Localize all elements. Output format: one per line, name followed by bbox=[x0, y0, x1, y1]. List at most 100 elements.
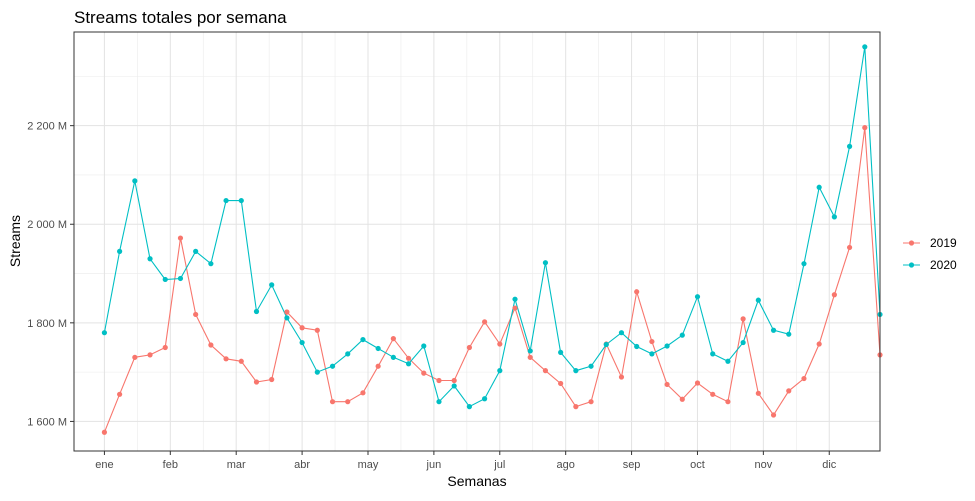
data-point-2019 bbox=[269, 376, 275, 383]
data-point-2020 bbox=[405, 361, 412, 367]
data-point-2020 bbox=[740, 339, 746, 346]
data-point-2020 bbox=[162, 276, 168, 283]
data-point-2019 bbox=[573, 404, 579, 410]
data-point-2019 bbox=[405, 355, 412, 361]
legend-marker-2019 bbox=[908, 240, 915, 246]
data-point-2020 bbox=[436, 399, 442, 405]
x-tick-label: nov bbox=[754, 459, 772, 471]
data-point-2019 bbox=[436, 377, 442, 384]
data-point-2019 bbox=[694, 380, 701, 386]
data-point-2019 bbox=[862, 125, 868, 131]
data-point-2020 bbox=[710, 351, 716, 357]
data-point-2019 bbox=[755, 390, 761, 396]
data-point-2020 bbox=[816, 184, 822, 190]
data-point-2020 bbox=[801, 261, 807, 267]
data-point-2020 bbox=[223, 197, 229, 204]
y-tick-label: 2 000 M bbox=[27, 219, 67, 231]
data-point-2020 bbox=[634, 343, 640, 350]
data-point-2020 bbox=[482, 396, 488, 402]
data-point-2020 bbox=[786, 331, 792, 337]
data-point-2020 bbox=[147, 256, 153, 262]
data-point-2019 bbox=[664, 381, 670, 388]
x-axis: ene feb mar abr may jun jul ago sep oct nov dic bbox=[95, 451, 837, 471]
y-tick-label: 1 600 M bbox=[27, 416, 67, 428]
data-point-2020 bbox=[846, 143, 853, 149]
data-point-2020 bbox=[208, 261, 214, 267]
series-lines bbox=[103, 46, 881, 433]
legend-marker-2020 bbox=[908, 262, 915, 268]
data-point-2019 bbox=[329, 399, 336, 405]
data-point-2020 bbox=[269, 282, 275, 288]
data-point-2019 bbox=[542, 368, 549, 374]
data-point-2020 bbox=[618, 330, 625, 336]
data-point-2020 bbox=[345, 351, 351, 357]
x-tick-label: oct bbox=[690, 459, 705, 471]
data-point-2020 bbox=[314, 369, 320, 375]
legend-label-2019: 2019 bbox=[930, 236, 957, 250]
data-point-2020 bbox=[329, 363, 336, 369]
data-point-2020 bbox=[421, 343, 427, 349]
data-point-2019 bbox=[375, 363, 381, 369]
data-point-2020 bbox=[284, 315, 290, 321]
data-point-2019 bbox=[117, 391, 123, 397]
data-point-2019 bbox=[101, 429, 108, 435]
data-point-2020 bbox=[360, 336, 366, 343]
data-point-2019 bbox=[831, 292, 837, 298]
data-point-2019 bbox=[421, 370, 427, 376]
x-tick-label: dic bbox=[822, 459, 837, 471]
data-point-2020 bbox=[253, 308, 260, 315]
data-point-2020 bbox=[497, 368, 503, 374]
series-points bbox=[101, 44, 883, 435]
data-point-2019 bbox=[512, 305, 518, 311]
data-point-2019 bbox=[345, 399, 351, 405]
x-tick-label: abr bbox=[294, 459, 310, 471]
data-point-2019 bbox=[786, 388, 792, 394]
y-tick-label: 1 800 M bbox=[27, 318, 67, 330]
x-tick-label: ene bbox=[95, 459, 113, 471]
data-point-2020 bbox=[694, 294, 701, 300]
data-point-2019 bbox=[679, 396, 685, 402]
data-point-2020 bbox=[193, 248, 199, 254]
data-point-2019 bbox=[770, 412, 777, 418]
x-tick-label: ago bbox=[556, 459, 574, 471]
data-point-2020 bbox=[542, 260, 549, 266]
data-point-2020 bbox=[451, 383, 457, 389]
data-point-2019 bbox=[208, 342, 214, 348]
x-tick-label: sep bbox=[623, 459, 641, 471]
data-point-2019 bbox=[816, 341, 822, 347]
data-point-2019 bbox=[314, 327, 320, 333]
grid-lines bbox=[74, 32, 880, 451]
data-point-2020 bbox=[390, 354, 396, 360]
x-tick-label: may bbox=[358, 459, 379, 471]
series-line-2019 bbox=[103, 127, 881, 433]
plot-panel bbox=[74, 32, 880, 451]
data-point-2019 bbox=[588, 399, 594, 405]
data-point-2019 bbox=[710, 391, 716, 397]
legend: 2019 2020 bbox=[903, 236, 957, 272]
data-point-2019 bbox=[740, 316, 746, 322]
data-point-2019 bbox=[162, 344, 168, 351]
data-point-2020 bbox=[588, 363, 594, 369]
data-point-2020 bbox=[117, 248, 123, 254]
data-point-2019 bbox=[284, 309, 290, 315]
data-point-2020 bbox=[177, 275, 184, 282]
data-point-2019 bbox=[482, 319, 488, 325]
data-point-2019 bbox=[801, 375, 807, 382]
data-point-2019 bbox=[299, 325, 305, 331]
data-point-2019 bbox=[846, 244, 853, 251]
data-point-2020 bbox=[466, 404, 472, 410]
data-point-2019 bbox=[466, 344, 472, 351]
data-point-2019 bbox=[147, 352, 153, 358]
data-point-2020 bbox=[132, 178, 138, 184]
data-point-2019 bbox=[390, 336, 396, 342]
y-axis: 1 600 M 1 800 M 2 000 M 2 200 M bbox=[27, 121, 74, 428]
data-point-2019 bbox=[497, 341, 503, 347]
data-point-2020 bbox=[664, 343, 670, 349]
data-point-2019 bbox=[360, 390, 366, 396]
y-axis-label: Streams bbox=[7, 215, 23, 267]
data-point-2019 bbox=[193, 311, 199, 318]
x-tick-label: feb bbox=[163, 459, 178, 471]
data-point-2019 bbox=[634, 289, 640, 295]
x-tick-label: mar bbox=[227, 459, 246, 471]
